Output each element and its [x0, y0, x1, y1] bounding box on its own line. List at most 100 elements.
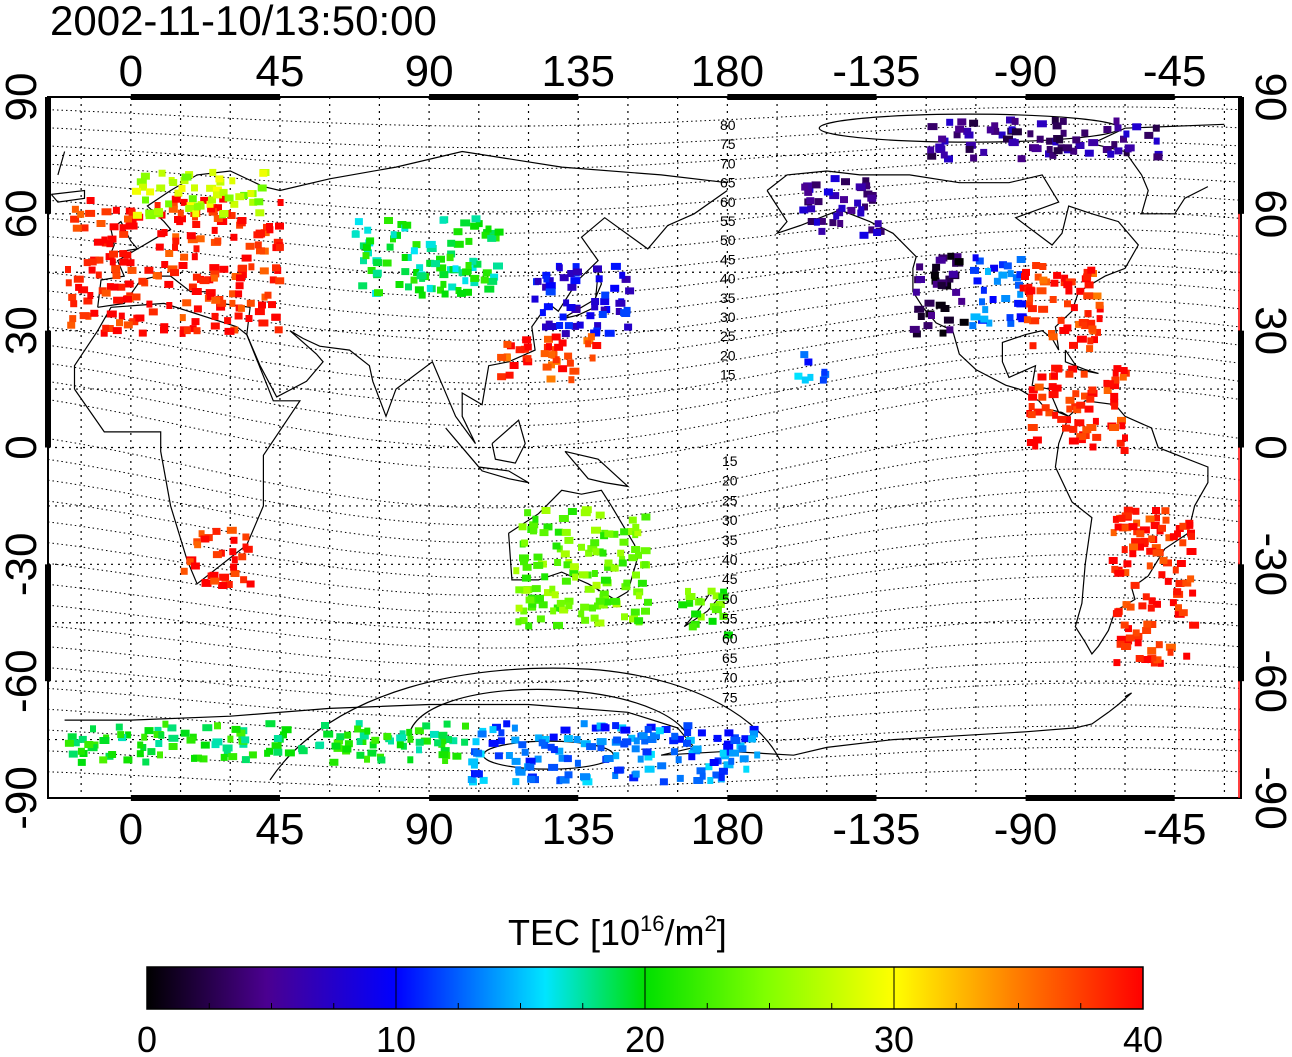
tec-point [610, 262, 621, 270]
tec-point [525, 622, 533, 630]
tec-point [909, 325, 920, 333]
tec-point [443, 720, 451, 728]
tec-point [963, 127, 972, 135]
tec-point [1084, 405, 1094, 413]
tec-point [1153, 600, 1161, 608]
tec-point [487, 234, 497, 242]
tec-point [90, 725, 96, 733]
tec-point [139, 183, 147, 191]
tec-point [1052, 122, 1062, 130]
tec-point [231, 725, 241, 733]
tec-point [693, 777, 704, 784]
tec-point [525, 763, 535, 771]
tec-point [1050, 279, 1059, 287]
tec-point [70, 300, 78, 308]
tec-point [238, 553, 247, 561]
mlat-contour [48, 468, 1241, 544]
tec-point [230, 536, 238, 544]
tec-point [1129, 543, 1138, 551]
tec-point [621, 275, 631, 283]
tec-point [472, 770, 483, 778]
tec-point [205, 289, 216, 297]
mlat-contour [48, 228, 1241, 277]
tec-point [71, 739, 80, 747]
tec-point [193, 245, 200, 253]
tec-point [688, 753, 696, 761]
tec-point [1039, 276, 1048, 284]
tec-point [945, 275, 954, 283]
tec-point [573, 268, 582, 276]
tec-point [804, 188, 813, 196]
tec-point [1108, 557, 1118, 564]
tec-point [88, 266, 96, 274]
tec-point [807, 373, 814, 381]
tec-point [1045, 150, 1052, 158]
tec-point [236, 729, 246, 737]
tec-point [1057, 415, 1067, 423]
tec-point [509, 362, 519, 369]
tec-point [228, 753, 238, 761]
tec-point [1141, 656, 1152, 663]
tec-point [227, 212, 236, 219]
tec-point [621, 310, 631, 317]
tec-point [1066, 405, 1073, 413]
tec-point [77, 747, 85, 755]
tec-point [661, 726, 671, 733]
contour-label-south: 30 [722, 512, 738, 528]
tec-point [1036, 120, 1047, 128]
tec-point [599, 590, 609, 598]
tec-point [569, 563, 579, 571]
tec-point [1154, 514, 1160, 522]
tec-point [725, 748, 733, 756]
tec-point [806, 197, 815, 205]
tec-point [604, 329, 615, 337]
tec-point [554, 528, 563, 536]
mlat-contour [48, 334, 1241, 406]
tec-point [106, 240, 114, 248]
tec-point [1065, 287, 1073, 295]
tec-point [561, 528, 571, 536]
tec-point [1103, 126, 1112, 133]
tec-point [473, 260, 482, 268]
tec-point [248, 263, 255, 271]
tec-point [1063, 144, 1073, 152]
tec-point [531, 596, 540, 604]
tec-point [1075, 142, 1085, 149]
tec-point [794, 372, 803, 380]
tec-point [1085, 310, 1092, 318]
tec-point [109, 223, 119, 231]
tec-point [743, 765, 750, 773]
tec-point [211, 312, 219, 320]
tec-point [1182, 579, 1192, 587]
tec-point [540, 350, 549, 358]
tec-point [594, 619, 605, 627]
tec-point [1113, 659, 1121, 667]
tec-point [1016, 313, 1027, 321]
tec-point [137, 741, 144, 749]
tec-point [671, 732, 679, 740]
tec-point [970, 313, 981, 321]
tec-point [1092, 433, 1102, 441]
tec-point [360, 257, 367, 265]
mlat-contour [48, 351, 1241, 427]
tec-point [546, 375, 556, 383]
tec-point [1124, 524, 1132, 532]
tec-point [231, 556, 238, 564]
tec-point [1059, 327, 1070, 334]
tec-point [162, 720, 169, 728]
tec-point [356, 751, 365, 759]
tec-point [241, 254, 252, 262]
tec-point [571, 306, 581, 313]
tec-point [624, 323, 633, 331]
tec-point [621, 613, 628, 621]
tec-point [1112, 610, 1122, 618]
tec-point [637, 579, 647, 587]
tec-point [610, 564, 619, 572]
tec-point [1164, 577, 1172, 585]
tec-point [1092, 292, 1102, 300]
tec-point [711, 606, 722, 614]
tec-point [229, 548, 237, 556]
tec-point [604, 563, 615, 571]
tec-point [167, 265, 178, 273]
tec-point [585, 340, 592, 348]
